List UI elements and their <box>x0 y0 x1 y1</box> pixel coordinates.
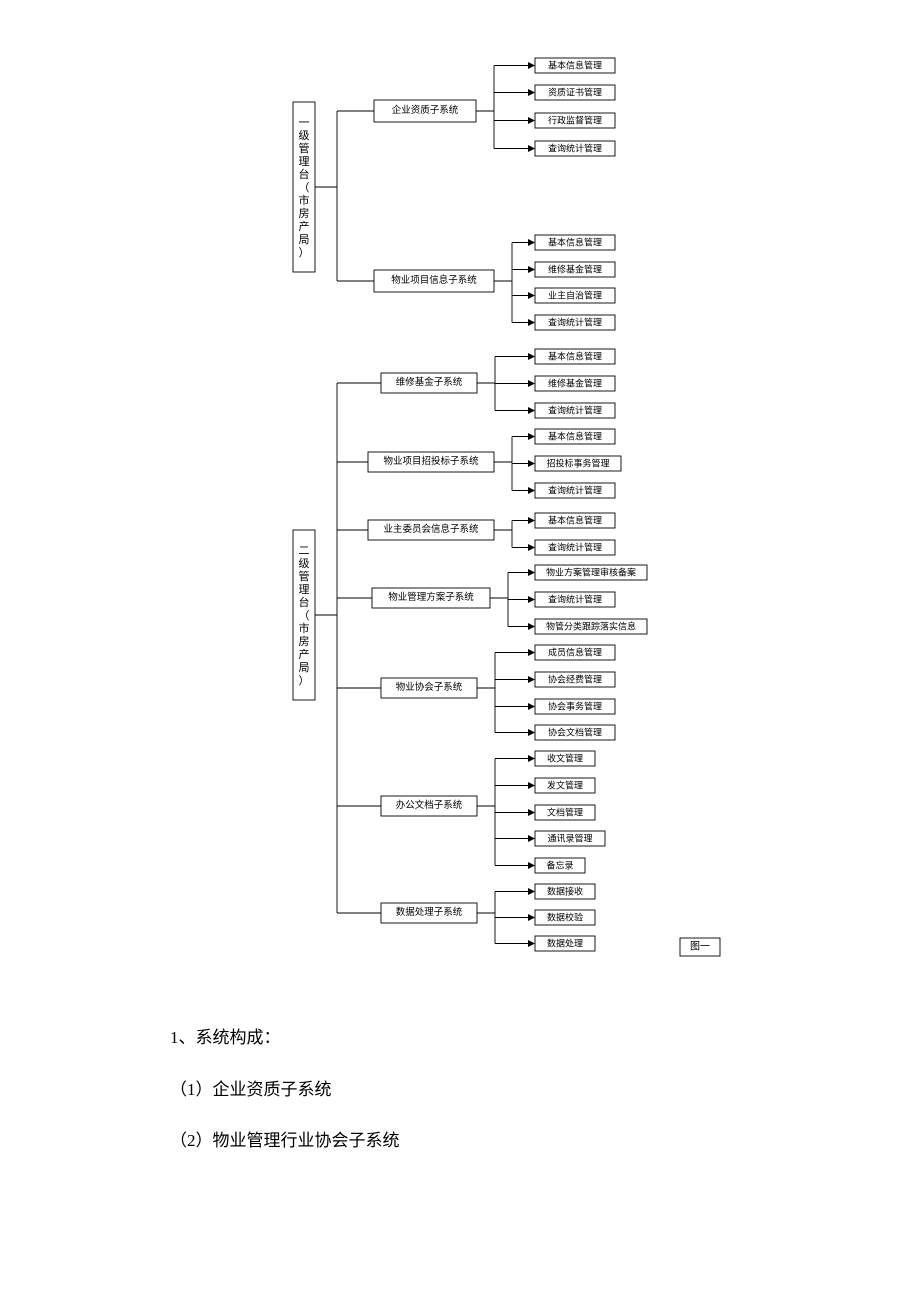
svg-text:数据接收: 数据接收 <box>547 886 583 897</box>
svg-text:台: 台 <box>299 167 310 181</box>
svg-text:维修基金子系统: 维修基金子系统 <box>396 376 463 388</box>
svg-text:理: 理 <box>299 155 310 168</box>
svg-text:维修基金管理: 维修基金管理 <box>548 264 602 275</box>
svg-text:理: 理 <box>299 583 310 596</box>
list-item-2: （2）物业管理行业协会子系统 <box>170 1117 750 1165</box>
svg-text:基本信息管理: 基本信息管理 <box>548 60 602 71</box>
section-header: 1、系统构成： <box>170 1014 750 1062</box>
svg-text:市: 市 <box>299 621 310 635</box>
svg-text:）: ） <box>299 246 310 259</box>
svg-text:查询统计管理: 查询统计管理 <box>548 542 602 553</box>
svg-text:协会文档管理: 协会文档管理 <box>548 727 602 738</box>
svg-text:（: （ <box>299 181 310 194</box>
svg-text:图一: 图一 <box>690 941 710 953</box>
svg-text:管: 管 <box>299 141 310 155</box>
svg-text:基本信息管理: 基本信息管理 <box>548 431 602 442</box>
svg-text:数据处理: 数据处理 <box>547 938 583 949</box>
document-text: 1、系统构成： （1）企业资质子系统 （2）物业管理行业协会子系统 <box>0 990 920 1209</box>
list-item-1: （1）企业资质子系统 <box>170 1066 750 1114</box>
svg-text:发文管理: 发文管理 <box>547 780 583 791</box>
svg-text:协会事务管理: 协会事务管理 <box>548 701 602 712</box>
svg-text:物业项目招投标子系统: 物业项目招投标子系统 <box>383 455 479 467</box>
svg-text:查询统计管理: 查询统计管理 <box>548 405 602 416</box>
svg-text:物管分类跟踪落实信息: 物管分类跟踪落实信息 <box>546 621 636 632</box>
svg-text:二: 二 <box>299 545 310 557</box>
svg-text:企业资质子系统: 企业资质子系统 <box>392 104 459 116</box>
svg-text:房: 房 <box>299 635 310 648</box>
svg-text:查询统计管理: 查询统计管理 <box>548 485 602 496</box>
svg-text:级: 级 <box>299 557 310 570</box>
svg-text:市: 市 <box>299 193 310 207</box>
svg-text:成员信息管理: 成员信息管理 <box>548 647 602 658</box>
svg-text:）: ） <box>299 674 310 687</box>
svg-text:基本信息管理: 基本信息管理 <box>548 237 602 248</box>
svg-text:业主自治管理: 业主自治管理 <box>548 290 602 301</box>
svg-text:物业方案管理审核备案: 物业方案管理审核备案 <box>546 567 636 578</box>
svg-text:行政监督管理: 行政监督管理 <box>548 115 602 126</box>
svg-text:产: 产 <box>299 647 310 661</box>
svg-text:招投标事务管理: 招投标事务管理 <box>546 458 609 469</box>
svg-text:查询统计管理: 查询统计管理 <box>548 594 602 605</box>
svg-text:资质证书管理: 资质证书管理 <box>548 87 602 98</box>
svg-text:台: 台 <box>299 595 310 609</box>
svg-text:房: 房 <box>299 207 310 220</box>
svg-text:通讯录管理: 通讯录管理 <box>547 833 592 844</box>
svg-text:数据处理子系统: 数据处理子系统 <box>396 906 463 918</box>
svg-text:物业协会子系统: 物业协会子系统 <box>396 681 463 693</box>
svg-text:备忘录: 备忘录 <box>546 860 573 871</box>
svg-text:级: 级 <box>299 129 310 142</box>
org-tree-diagram: 一级管理台（市房产局）企业资质子系统基本信息管理资质证书管理行政监督管理查询统计… <box>0 0 920 990</box>
svg-text:数据校验: 数据校验 <box>547 912 583 923</box>
svg-text:物业管理方案子系统: 物业管理方案子系统 <box>388 591 474 603</box>
svg-text:文档管理: 文档管理 <box>547 807 583 818</box>
svg-text:基本信息管理: 基本信息管理 <box>548 351 602 362</box>
svg-text:管: 管 <box>299 569 310 583</box>
svg-text:维修基金管理: 维修基金管理 <box>548 378 602 389</box>
svg-text:局: 局 <box>299 233 310 246</box>
svg-text:局: 局 <box>299 661 310 674</box>
svg-text:查询统计管理: 查询统计管理 <box>548 317 602 328</box>
svg-text:一: 一 <box>299 117 310 129</box>
svg-text:产: 产 <box>299 219 310 233</box>
svg-text:基本信息管理: 基本信息管理 <box>548 515 602 526</box>
svg-text:业主委员会信息子系统: 业主委员会信息子系统 <box>383 523 479 535</box>
svg-text:办公文档子系统: 办公文档子系统 <box>396 799 463 811</box>
svg-text:查询统计管理: 查询统计管理 <box>548 143 602 154</box>
svg-text:（: （ <box>299 609 310 622</box>
svg-text:收文管理: 收文管理 <box>547 753 583 764</box>
svg-text:协会经费管理: 协会经费管理 <box>548 674 602 685</box>
svg-text:物业项目信息子系统: 物业项目信息子系统 <box>391 274 477 286</box>
